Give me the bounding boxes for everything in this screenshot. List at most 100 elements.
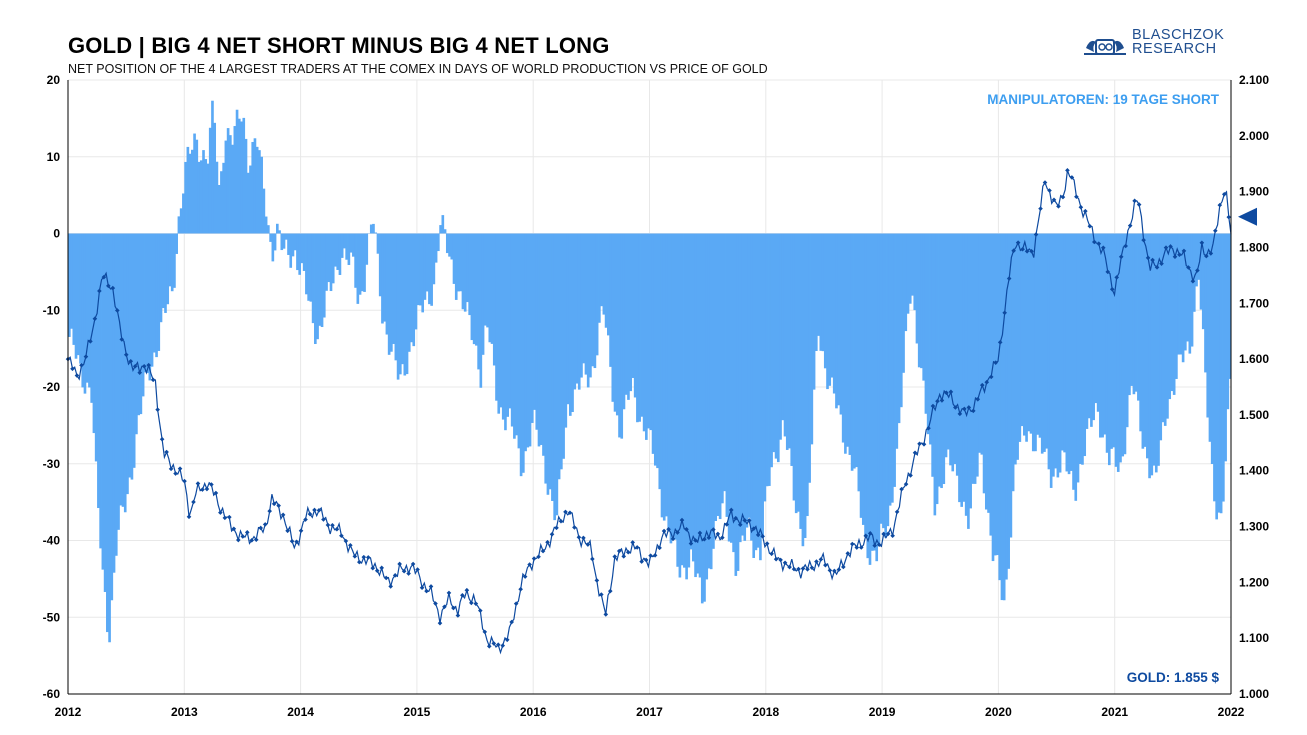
y-right-tick-label: 2.000	[1239, 129, 1269, 143]
bar	[206, 163, 210, 234]
bar	[653, 233, 657, 466]
line-point	[334, 526, 340, 532]
bar	[132, 233, 136, 468]
bar	[955, 233, 959, 476]
line-point	[482, 629, 488, 635]
line-point	[894, 509, 900, 515]
bar	[980, 233, 984, 455]
bar	[387, 233, 391, 355]
x-tick-label: 2017	[636, 705, 663, 719]
bar	[747, 233, 751, 518]
line-point	[79, 363, 84, 368]
bar	[504, 233, 507, 431]
bar	[607, 233, 610, 336]
line-point	[374, 568, 380, 573]
bar	[897, 233, 901, 424]
line-point	[599, 592, 604, 597]
bar	[318, 233, 322, 326]
bar	[381, 233, 384, 324]
bar	[1224, 233, 1227, 462]
line-point	[661, 528, 667, 534]
line-point	[141, 363, 147, 369]
bar	[584, 233, 588, 375]
bar	[933, 233, 937, 516]
bar	[307, 233, 310, 301]
line-point	[280, 512, 286, 518]
bar	[477, 233, 480, 370]
bar	[1179, 233, 1183, 355]
bar	[1116, 233, 1120, 472]
bar	[150, 233, 154, 367]
x-tick-label: 2015	[404, 705, 431, 719]
bar	[246, 172, 250, 234]
bar	[792, 233, 796, 501]
bar	[378, 233, 382, 297]
bar	[864, 233, 867, 537]
bar	[524, 233, 527, 452]
line-point	[446, 590, 452, 596]
bar	[1195, 233, 1198, 287]
line-point	[415, 567, 420, 572]
line-point	[294, 539, 299, 545]
line-point	[1141, 237, 1146, 243]
line-point	[451, 605, 456, 611]
logo-wordmark: BLASCHZOK RESEARCH	[1132, 28, 1224, 57]
bar	[732, 233, 735, 553]
bar	[1146, 233, 1149, 459]
bar	[1090, 233, 1093, 427]
bar	[117, 233, 120, 530]
bar	[759, 233, 762, 561]
line-point	[128, 358, 134, 364]
bar	[806, 233, 809, 517]
line-point	[930, 403, 936, 409]
bar	[280, 233, 284, 251]
bar	[461, 233, 465, 310]
bar	[237, 118, 241, 234]
x-tick-label: 2014	[287, 705, 314, 719]
bar	[88, 233, 91, 388]
bar	[425, 233, 429, 292]
line-point	[370, 565, 376, 571]
bar	[589, 233, 592, 378]
bar	[399, 233, 402, 375]
bar	[598, 233, 601, 323]
line-point	[1078, 204, 1084, 210]
bar	[423, 233, 427, 300]
bar	[763, 233, 767, 502]
bar	[320, 233, 324, 328]
line-point	[1154, 265, 1160, 270]
line-point	[1033, 232, 1039, 237]
bar	[665, 233, 668, 517]
line-point	[379, 565, 385, 571]
line-point	[1226, 214, 1232, 220]
line-point	[513, 601, 519, 606]
manipulators-annotation: MANIPULATOREN: 19 TAGE SHORT	[987, 92, 1220, 107]
line-point	[1186, 265, 1191, 270]
bar	[396, 233, 400, 380]
line-point	[540, 548, 546, 554]
bar	[727, 233, 731, 542]
bar	[703, 233, 706, 602]
bar	[1208, 233, 1212, 442]
line-point	[1105, 269, 1111, 275]
bar	[577, 233, 581, 390]
bar	[1121, 233, 1125, 457]
bar	[349, 233, 353, 253]
line-point	[800, 566, 806, 571]
bar	[372, 223, 375, 234]
line-point	[616, 548, 622, 554]
bar	[311, 233, 315, 324]
bar	[1192, 233, 1196, 312]
bar	[195, 139, 199, 234]
bar	[114, 233, 118, 556]
line-point	[1217, 202, 1223, 208]
bar	[1188, 233, 1192, 354]
line-point	[106, 283, 111, 289]
gold-price-annotation: GOLD: 1.855 $	[1127, 670, 1220, 685]
y-left-tick-label: -10	[43, 303, 61, 317]
bar	[951, 233, 955, 472]
bar	[128, 233, 132, 478]
line-point	[1199, 240, 1205, 246]
line-point	[657, 545, 662, 551]
bar	[497, 233, 501, 414]
